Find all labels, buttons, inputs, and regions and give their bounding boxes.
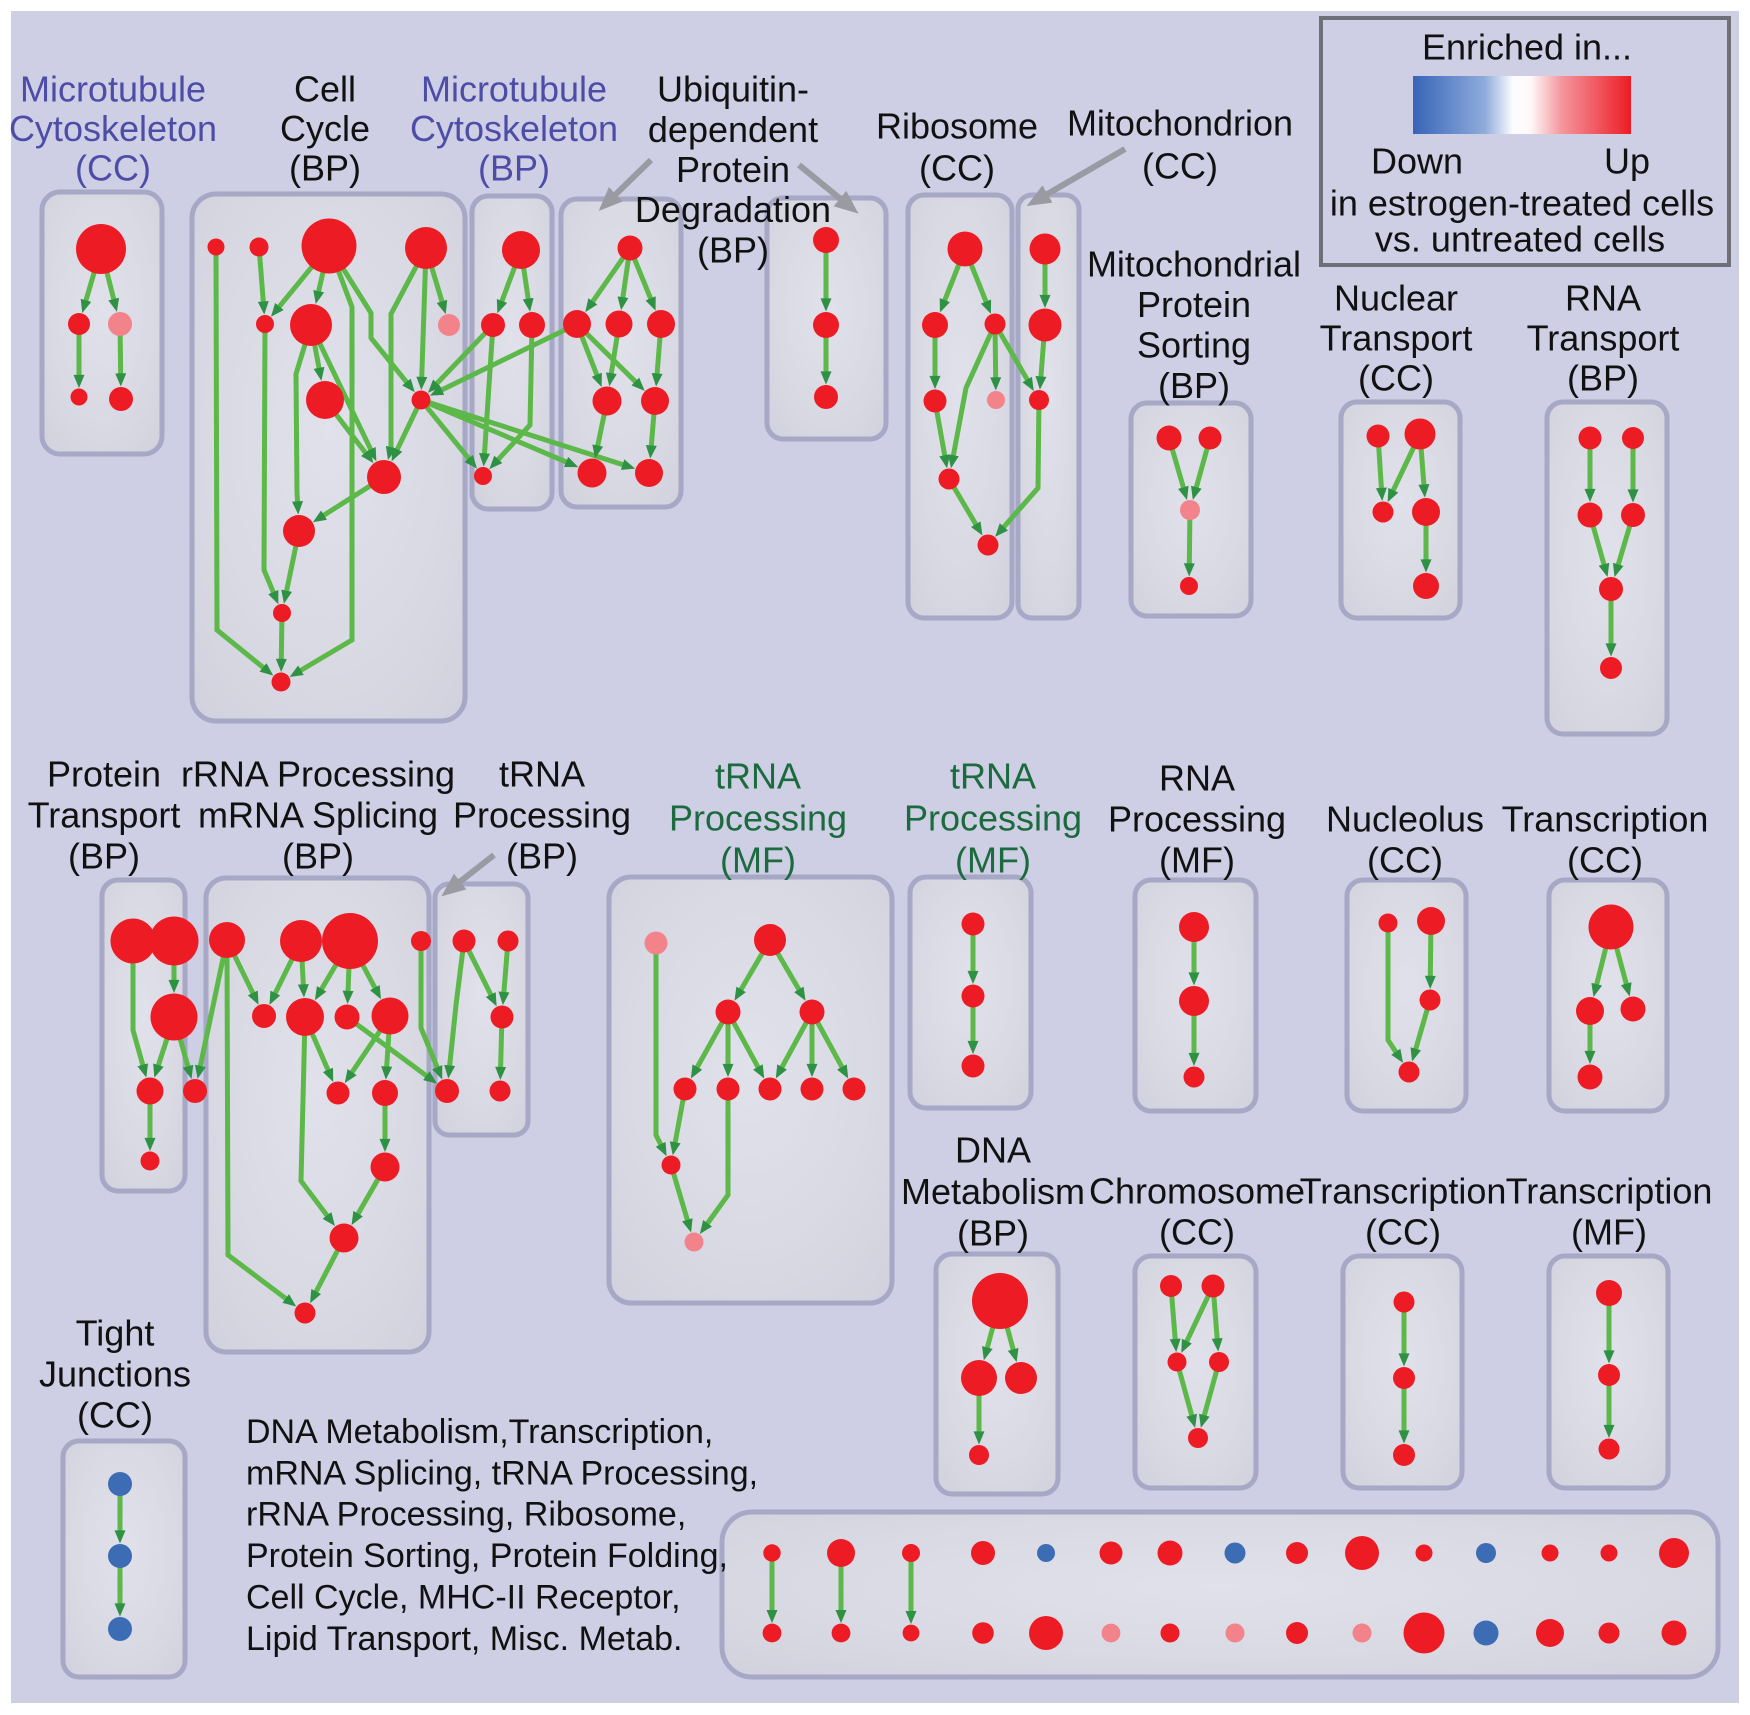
svg-text:(MF): (MF) [1159,840,1235,881]
svg-text:RNA: RNA [1565,278,1641,319]
svg-text:Cytoskeleton: Cytoskeleton [9,108,217,149]
svg-text:dependent: dependent [648,109,818,150]
svg-text:Transcription: Transcription [1300,1171,1507,1212]
svg-text:Ribosome: Ribosome [876,106,1038,147]
svg-text:RNA: RNA [1159,758,1235,799]
svg-text:Junctions: Junctions [39,1354,191,1395]
svg-text:(BP): (BP) [289,148,361,189]
svg-text:Cycle: Cycle [280,108,370,149]
svg-text:Transport: Transport [1527,318,1680,359]
svg-text:(BP): (BP) [282,836,354,877]
svg-text:Metabolism: Metabolism [901,1171,1085,1212]
svg-text:(BP): (BP) [957,1213,1029,1254]
svg-text:Nucleolus: Nucleolus [1326,799,1484,840]
svg-text:tRNA: tRNA [715,756,801,797]
svg-text:(MF): (MF) [720,840,796,881]
svg-text:Transport: Transport [28,795,181,836]
svg-text:mRNA Splicing: mRNA Splicing [198,795,438,836]
svg-text:Mitochondrion: Mitochondrion [1067,103,1293,144]
svg-text:Protein: Protein [1137,284,1251,325]
svg-text:DNA: DNA [955,1130,1031,1171]
svg-text:Enriched in...: Enriched in... [1422,27,1632,68]
svg-text:tRNA: tRNA [950,756,1036,797]
svg-text:Chromosome: Chromosome [1089,1171,1305,1212]
svg-text:Up: Up [1604,141,1650,182]
svg-text:(CC): (CC) [1365,1212,1441,1253]
svg-text:Processing: Processing [1108,799,1286,840]
svg-text:Protein Sorting, Protein Foldi: Protein Sorting, Protein Folding, [246,1537,728,1575]
svg-text:(MF): (MF) [1571,1212,1647,1253]
svg-text:Transport: Transport [1320,318,1473,359]
svg-text:(CC): (CC) [1142,146,1218,187]
svg-text:Lipid Transport, Misc. Metab.: Lipid Transport, Misc. Metab. [246,1620,683,1658]
svg-text:Mitochondrial: Mitochondrial [1087,244,1301,285]
svg-text:(BP): (BP) [68,836,140,877]
svg-text:Transcription: Transcription [1502,799,1709,840]
svg-text:(BP): (BP) [697,229,769,270]
svg-text:Cell: Cell [294,69,356,110]
svg-text:(CC): (CC) [77,1395,153,1436]
svg-text:tRNA: tRNA [499,754,585,795]
svg-text:rRNA Processing: rRNA Processing [181,754,455,795]
svg-text:(CC): (CC) [75,148,151,189]
svg-text:Tight: Tight [76,1313,155,1354]
svg-text:(CC): (CC) [1159,1212,1235,1253]
svg-text:Microtubule: Microtubule [20,69,206,110]
svg-text:(CC): (CC) [919,148,995,189]
svg-text:(BP): (BP) [1158,365,1230,406]
svg-text:(CC): (CC) [1358,358,1434,399]
svg-text:Processing: Processing [669,798,847,839]
svg-text:(CC): (CC) [1367,840,1443,881]
svg-text:mRNA Splicing, tRNA Processing: mRNA Splicing, tRNA Processing, [246,1454,758,1492]
svg-text:Protein: Protein [47,754,161,795]
svg-text:Processing: Processing [453,795,631,836]
svg-text:Ubiquitin-: Ubiquitin- [657,69,809,110]
svg-text:Sorting: Sorting [1137,325,1251,366]
svg-text:Processing: Processing [904,798,1082,839]
svg-text:Nuclear: Nuclear [1334,278,1458,319]
svg-text:Microtubule: Microtubule [421,69,607,110]
svg-text:(CC): (CC) [1567,840,1643,881]
svg-text:in estrogen-treated cells: in estrogen-treated cells [1330,183,1714,224]
svg-text:(BP): (BP) [1567,358,1639,399]
svg-text:(BP): (BP) [478,148,550,189]
svg-text:Transcription: Transcription [1506,1171,1713,1212]
svg-text:rRNA Processing, Ribosome,: rRNA Processing, Ribosome, [246,1496,686,1534]
svg-text:vs. untreated cells: vs. untreated cells [1375,219,1665,260]
svg-text:Protein: Protein [676,149,790,190]
svg-text:Degradation: Degradation [635,189,831,230]
svg-text:DNA Metabolism,Transcription,: DNA Metabolism,Transcription, [246,1413,713,1451]
svg-text:Cytoskeleton: Cytoskeleton [410,108,618,149]
svg-text:Down: Down [1371,141,1463,182]
svg-text:(MF): (MF) [955,840,1031,881]
svg-text:Cell Cycle, MHC-II Receptor,: Cell Cycle, MHC-II Receptor, [246,1579,681,1617]
svg-text:(BP): (BP) [506,836,578,877]
